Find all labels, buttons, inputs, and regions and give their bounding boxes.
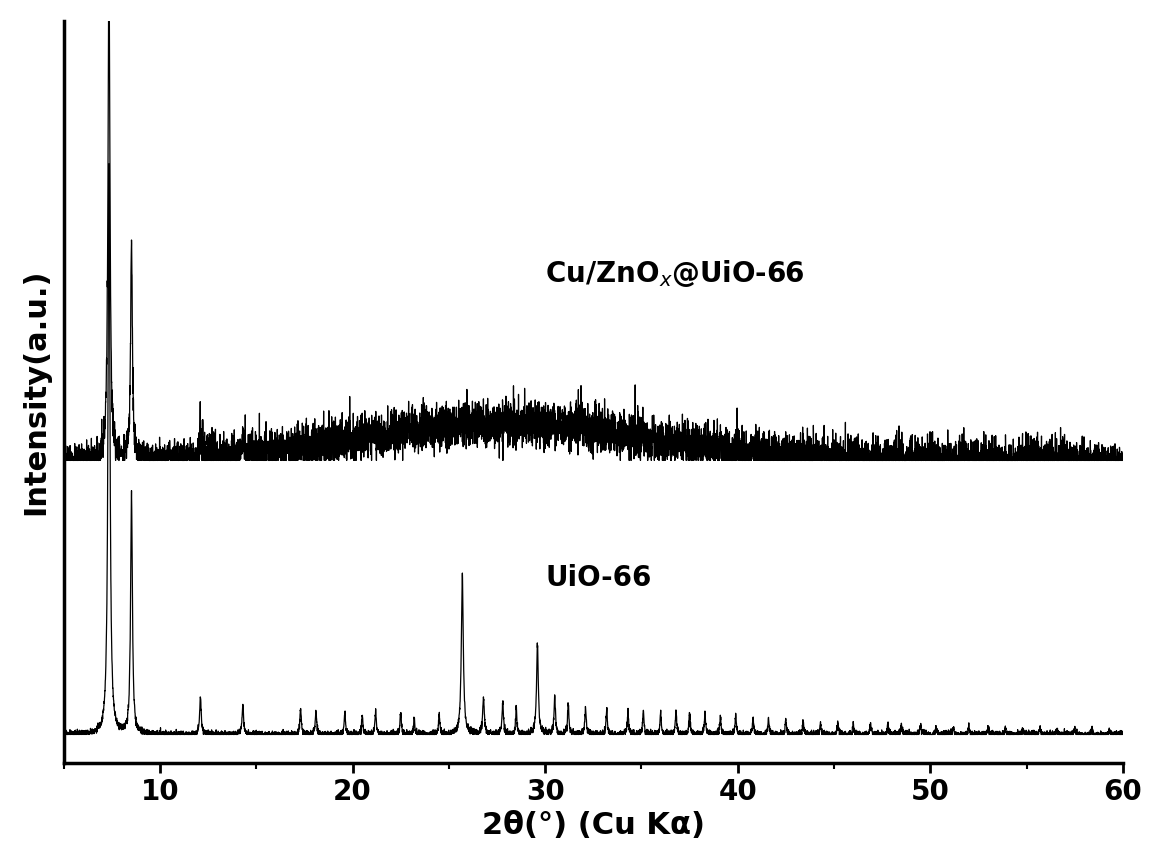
Text: UiO-66: UiO-66 <box>545 564 651 592</box>
Y-axis label: Intensity(a.u.): Intensity(a.u.) <box>21 269 50 515</box>
Text: Cu/ZnO$_x$@UiO-66: Cu/ZnO$_x$@UiO-66 <box>545 258 805 289</box>
X-axis label: 2θ(°) (Cu Kα): 2θ(°) (Cu Kα) <box>481 811 705 840</box>
